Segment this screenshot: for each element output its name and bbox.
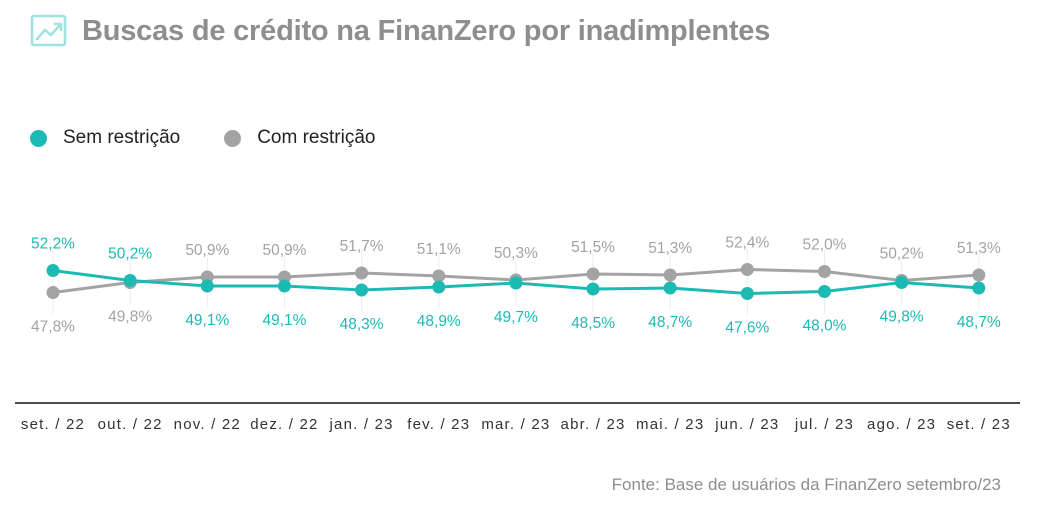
data-point-sem-restricao	[200, 279, 214, 293]
legend-item-com-restricao: Com restrição	[224, 127, 375, 149]
data-label-sem-restricao: 49,1%	[185, 312, 229, 329]
data-point-sem-restricao	[509, 276, 523, 290]
data-label-com-restricao: 49,8%	[108, 309, 152, 326]
data-point-sem-restricao	[46, 264, 60, 277]
data-label-com-restricao: 50,9%	[185, 242, 229, 259]
x-tick-label: mar. / 23	[481, 416, 550, 433]
data-point-sem-restricao	[895, 276, 909, 289]
data-label-sem-restricao: 48,9%	[417, 313, 461, 330]
data-point-com-restricao	[46, 286, 60, 299]
data-point-com-restricao	[277, 270, 291, 284]
data-point-sem-restricao	[663, 281, 677, 295]
x-tick-label: jul. / 23	[794, 416, 854, 433]
x-tick-label: fev. / 23	[407, 416, 470, 433]
data-label-sem-restricao: 48,7%	[957, 314, 1001, 331]
data-label-sem-restricao: 48,7%	[648, 314, 692, 331]
data-point-sem-restricao	[972, 281, 986, 295]
data-point-com-restricao	[355, 266, 369, 280]
data-point-sem-restricao	[586, 282, 600, 296]
data-label-sem-restricao: 48,3%	[340, 316, 384, 333]
source-note: Fonte: Base de usuários da FinanZero set…	[611, 475, 1001, 494]
x-tick-label: nov. / 22	[174, 416, 241, 433]
data-point-com-restricao	[818, 265, 831, 278]
data-label-com-restricao: 51,1%	[417, 241, 461, 258]
data-point-sem-restricao	[355, 283, 369, 297]
x-tick-label: jan. / 23	[329, 416, 394, 433]
data-label-com-restricao: 51,3%	[648, 240, 692, 257]
x-tick-label: jun. / 23	[714, 416, 779, 433]
data-point-com-restricao	[972, 268, 986, 282]
legend-swatch-com-restricao	[224, 129, 242, 147]
data-label-com-restricao: 52,4%	[725, 235, 769, 252]
legend-swatch-sem-restricao	[30, 129, 47, 147]
data-point-sem-restricao	[277, 279, 291, 293]
data-label-com-restricao: 47,8%	[31, 319, 75, 336]
legend-label-com-restricao: Com restrição	[257, 127, 376, 148]
line-chart-icon	[30, 14, 67, 47]
x-tick-label: ago. / 23	[867, 416, 936, 433]
data-label-sem-restricao: 48,5%	[571, 315, 615, 332]
data-label-sem-restricao: 49,7%	[494, 309, 538, 326]
data-label-sem-restricao: 49,8%	[880, 309, 924, 326]
data-point-sem-restricao	[123, 274, 137, 287]
data-label-sem-restricao: 48,0%	[803, 318, 847, 335]
data-label-com-restricao: 51,7%	[340, 238, 384, 255]
data-label-com-restricao: 52,0%	[803, 237, 847, 254]
x-tick-label: mai. / 23	[636, 416, 704, 433]
data-label-sem-restricao: 50,2%	[108, 246, 152, 263]
chart-title: Buscas de crédito na FinanZero por inadi…	[82, 14, 771, 47]
data-point-sem-restricao	[818, 285, 831, 298]
data-label-com-restricao: 50,3%	[494, 245, 538, 262]
data-label-sem-restricao: 47,6%	[725, 320, 769, 337]
data-label-com-restricao: 51,3%	[957, 240, 1001, 257]
data-point-sem-restricao	[740, 287, 754, 300]
data-label-com-restricao: 50,9%	[262, 242, 306, 259]
x-tick-label: set. / 23	[947, 416, 1011, 433]
data-label-com-restricao: 50,2%	[880, 246, 924, 263]
x-tick-label: set. / 22	[21, 416, 85, 433]
data-point-sem-restricao	[432, 280, 446, 294]
data-point-com-restricao	[432, 269, 446, 283]
x-tick-label: dez. / 22	[250, 416, 318, 433]
legend-item-sem-restricao: Sem restrição	[30, 127, 180, 149]
chart-header: Buscas de crédito na FinanZero por inadi…	[30, 12, 770, 50]
x-tick-label: out. / 22	[98, 416, 163, 433]
data-label-sem-restricao: 49,1%	[262, 312, 306, 329]
data-point-com-restricao	[740, 263, 754, 276]
legend-label-sem-restricao: Sem restrição	[63, 127, 181, 148]
data-point-com-restricao	[663, 268, 677, 282]
data-label-com-restricao: 51,5%	[571, 239, 615, 256]
data-point-com-restricao	[586, 267, 600, 281]
data-point-com-restricao	[200, 270, 214, 284]
x-tick-label: abr. / 23	[561, 416, 626, 433]
data-label-sem-restricao: 52,2%	[31, 236, 75, 253]
chart-legend: Sem restrição Com restrição	[30, 127, 419, 149]
